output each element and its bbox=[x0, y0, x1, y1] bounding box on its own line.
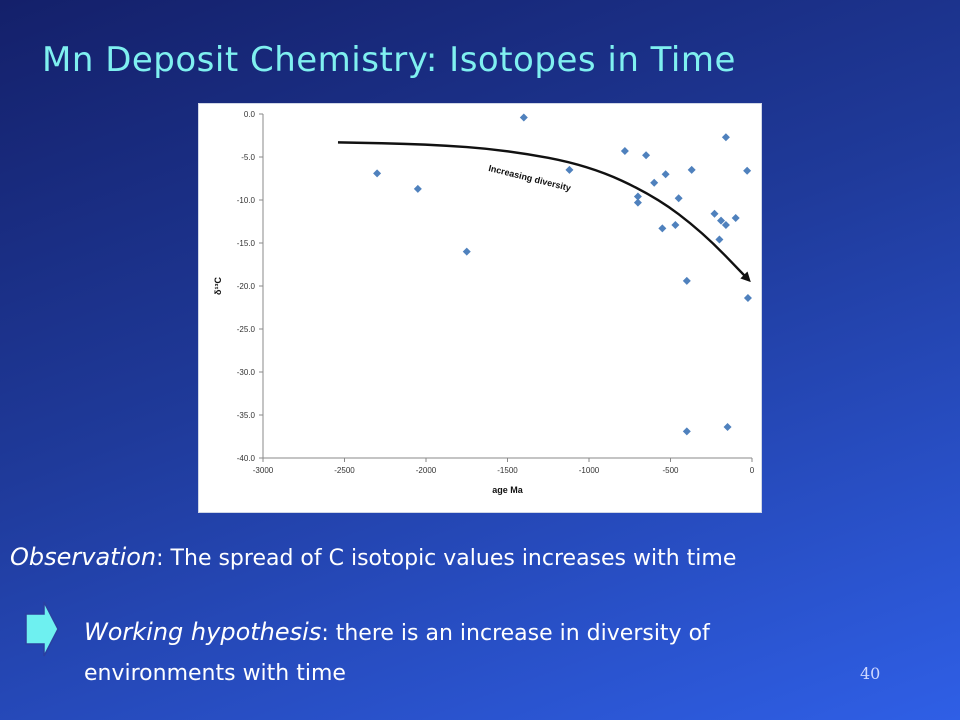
data-point bbox=[743, 294, 752, 303]
y-tick-label: -35.0 bbox=[237, 411, 256, 420]
y-tick-label: -30.0 bbox=[237, 368, 256, 377]
data-point bbox=[658, 224, 667, 233]
x-tick-label: -1000 bbox=[579, 466, 600, 475]
x-tick-label: -2500 bbox=[334, 466, 355, 475]
data-point bbox=[413, 184, 422, 193]
hypothesis-lead: Working hypothesis bbox=[84, 618, 322, 646]
page-number: 40 bbox=[860, 664, 881, 683]
data-point bbox=[731, 214, 740, 223]
x-tick-label: -3000 bbox=[253, 466, 274, 475]
data-point bbox=[650, 178, 659, 187]
data-point bbox=[462, 247, 471, 256]
y-axis-label: δ¹³C bbox=[213, 277, 223, 295]
data-point bbox=[674, 194, 683, 203]
data-point bbox=[642, 151, 651, 160]
x-tick-label: -1500 bbox=[497, 466, 518, 475]
y-tick-label: -15.0 bbox=[237, 239, 256, 248]
data-point bbox=[519, 113, 528, 122]
y-tick-label: -10.0 bbox=[237, 196, 256, 205]
data-point bbox=[717, 216, 726, 225]
observation-lead: Observation bbox=[10, 543, 157, 571]
data-point bbox=[743, 166, 752, 175]
data-point bbox=[565, 165, 574, 174]
right-arrow-icon bbox=[25, 601, 59, 657]
data-point bbox=[620, 146, 629, 155]
data-point bbox=[721, 133, 730, 142]
observation-text: Observation: The spread of C isotopic va… bbox=[10, 543, 736, 571]
scatter-chart: 0.0 -5.0 -10.0 -15.0 -20.0 -25.0 -30.0 -35.0 -40… bbox=[198, 103, 762, 513]
slide-title: Mn Deposit Chemistry: Isotopes in Time bbox=[42, 40, 736, 80]
data-point bbox=[723, 423, 732, 432]
observation-body: : The spread of C isotopic values increa… bbox=[156, 546, 737, 571]
y-tick-label: 0.0 bbox=[244, 110, 256, 119]
y-tick-label: -5.0 bbox=[241, 153, 255, 162]
x-tick-label: -2000 bbox=[416, 466, 437, 475]
data-point bbox=[721, 220, 730, 229]
data-point bbox=[373, 169, 382, 178]
hypothesis-body: : there is an increase in diversity of e… bbox=[84, 621, 710, 686]
trend-arrow bbox=[337, 141, 751, 283]
x-axis-label: age Ma bbox=[492, 485, 524, 495]
data-point bbox=[633, 198, 642, 207]
x-tick-label: -500 bbox=[662, 466, 679, 475]
data-point bbox=[682, 427, 691, 436]
y-tick-label: -25.0 bbox=[237, 325, 256, 334]
data-point bbox=[687, 165, 696, 174]
scatter-chart-svg: 0.0 -5.0 -10.0 -15.0 -20.0 -25.0 -30.0 -35.0 -40… bbox=[213, 110, 755, 495]
data-point bbox=[671, 220, 680, 229]
data-point bbox=[715, 235, 724, 244]
y-tick-label: -40.0 bbox=[237, 454, 256, 463]
data-point bbox=[661, 170, 670, 179]
data-point bbox=[710, 209, 719, 218]
y-tick-label: -20.0 bbox=[237, 282, 256, 291]
data-point bbox=[682, 276, 691, 285]
data-point bbox=[633, 192, 642, 201]
hypothesis-text: Working hypothesis: there is an increase… bbox=[84, 612, 844, 694]
x-tick-label: 0 bbox=[750, 466, 755, 475]
chart-annotation: Increasing diversity bbox=[487, 163, 571, 193]
